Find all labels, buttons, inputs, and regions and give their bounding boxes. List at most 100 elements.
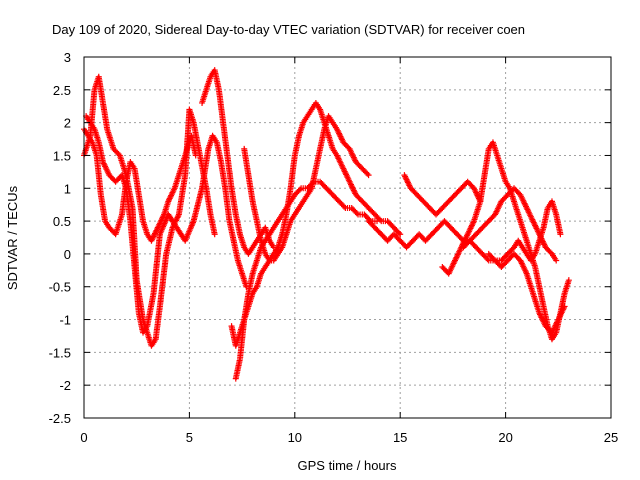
series-trace-markers [512,252,523,263]
series-trace-markers [518,258,529,276]
series-trace-markers [309,167,319,190]
series-trace-markers [468,232,478,243]
series-trace-markers [524,272,536,295]
series-s12 [485,198,564,264]
series-trace-markers [188,134,199,157]
series-trace-markers [214,141,224,164]
series-trace-markers [366,206,377,217]
series-trace-markers [166,213,179,230]
series-trace-markers [190,121,203,157]
series-trace-markers [178,147,190,170]
series-trace-markers [96,141,106,164]
series-trace-markers [136,193,146,223]
series-trace-markers [271,219,280,229]
series-trace-markers [231,239,241,262]
series-trace-markers [318,180,329,190]
grid-lines [84,57,611,418]
series-trace-markers [360,199,371,210]
series-trace-markers [344,205,353,211]
series-trace-markers [506,245,516,256]
series-trace-markers [442,219,453,230]
series-trace-markers [293,186,303,197]
series-s10 [439,139,572,343]
series-s7 [241,113,372,264]
series-trace-markers [104,127,116,151]
series-trace-markers [163,226,176,256]
series-trace-markers [326,114,335,124]
series-trace-markers [210,134,219,144]
data-point [374,218,381,225]
y-tick-label: 0.5 [53,214,71,229]
series-trace-markers [334,127,346,144]
series-trace-markers [222,186,233,223]
axis-ticks [83,56,612,419]
series-trace-markers [380,218,389,225]
series-trace-markers [127,219,138,269]
series-trace-markers [480,219,491,230]
series-trace-markers [516,239,525,249]
data-point [397,231,404,238]
series-trace-markers [423,232,434,243]
series-trace-markers [474,245,485,256]
series-trace-markers [292,134,302,157]
series-trace-markers [477,173,488,203]
series-trace-markers [100,101,110,131]
series-trace-markers [141,324,150,334]
series-trace-markers [263,259,272,269]
series-trace-markers [267,239,276,249]
series-trace-markers [366,219,377,230]
series-trace-markers [88,121,97,131]
series-trace-markers [545,200,554,210]
y-tick-label: 1.5 [53,148,71,163]
series-trace-markers [480,252,491,263]
series-trace-markers [233,357,243,380]
series-trace-markers [246,246,255,256]
series-trace-markers [150,232,163,295]
series-trace-markers [250,239,259,249]
series-trace-markers [313,147,323,170]
series-trace-markers [540,206,551,229]
series-trace-markers [250,285,259,295]
series-trace-markers [528,252,538,262]
y-tick-label: -1.5 [49,345,71,360]
series-trace-markers [276,246,285,256]
series-trace-markers [446,193,457,204]
series-trace-markers [402,173,413,190]
x-tick-label: 20 [498,430,512,445]
data-point [211,231,218,238]
series-s4 [199,67,277,257]
plot-frame [83,56,612,419]
series-trace-markers [530,219,542,236]
series-trace-markers [373,226,383,236]
series-trace-markers [157,252,169,308]
data-point [553,257,560,264]
series-trace-markers [421,199,432,210]
series-trace-markers [557,291,568,315]
series-trace-markers [357,211,366,218]
series-trace-markers [474,226,485,236]
series-trace-markers [324,186,335,197]
series-trace-markers [446,258,458,276]
series-trace-markers [330,147,339,157]
series-trace-markers [430,226,440,236]
series-trace-markers [350,206,360,217]
series-trace-markers [354,160,364,171]
data-point [557,231,564,238]
series-trace-markers [242,246,251,256]
x-tick-label: 15 [393,430,407,445]
series-trace-markers [220,121,231,157]
series-trace-markers [263,232,272,243]
series-trace-markers [216,88,226,124]
data-point [565,277,572,284]
y-tick-label: -0.5 [49,280,71,295]
series-trace-markers [465,180,476,190]
series-trace-markers [337,199,348,210]
series-trace-markers [487,252,497,263]
series-trace-markers [96,75,106,105]
series-trace-markers [237,318,247,361]
series-trace-markers [499,193,510,204]
series-trace-markers [487,212,497,223]
series-trace-markers [176,173,188,216]
series-trace-markers [360,166,371,177]
series-trace-markers [128,160,137,170]
